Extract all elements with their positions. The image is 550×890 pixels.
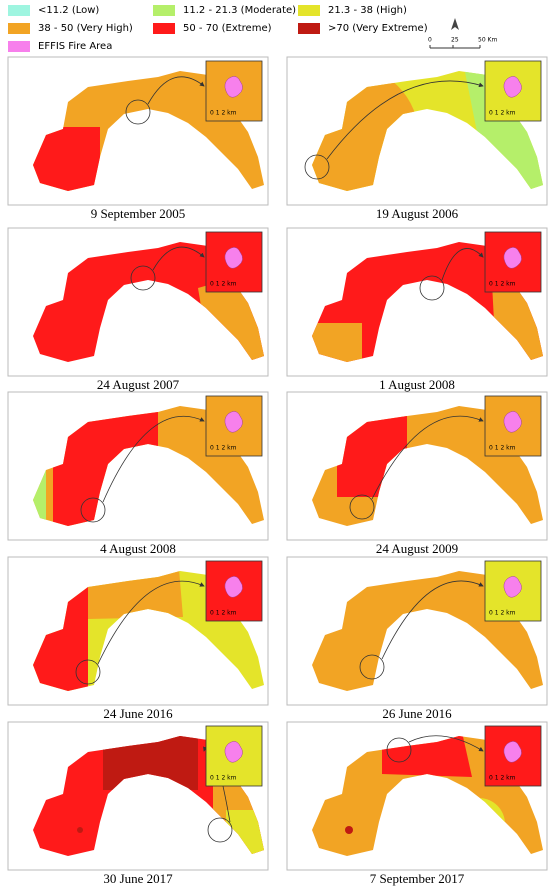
legend-label: 38 - 50 (Very High) [38, 23, 133, 34]
fire-area [224, 76, 243, 98]
fire-area [224, 411, 243, 433]
map-panel: 0 1 2 km 30 June 2017 [7, 721, 269, 886]
zone [77, 827, 83, 833]
fire-locator [304, 154, 330, 180]
map-panel: 0 1 2 km 9 September 2005 [7, 56, 269, 221]
panel-caption: 19 August 2006 [376, 206, 459, 221]
fire-area [503, 741, 522, 763]
map-panel: 0 1 2 km 24 August 2007 [7, 227, 269, 392]
inset-scale: 0 1 2 km [489, 445, 516, 452]
scale-label: 50 Km [478, 37, 497, 44]
fire-locator [80, 497, 106, 523]
leader-arrow [371, 415, 484, 500]
leader-arrow [441, 248, 484, 281]
fire-area [224, 576, 243, 598]
map-panel: 0 1 2 km 24 August 2009 [286, 391, 548, 556]
legend-label: >70 (Very Extreme) [328, 23, 428, 34]
panel-caption: 1 August 2008 [379, 377, 455, 392]
leader-arrow [152, 246, 205, 271]
fire-locator [359, 654, 385, 680]
legend-label: 21.3 - 38 (High) [328, 5, 407, 16]
inset-scale: 0 1 2 km [210, 610, 237, 617]
map-panel: 0 1 2 km 19 August 2006 [286, 56, 548, 221]
inset [205, 725, 263, 787]
panel-caption: 24 June 2016 [103, 706, 173, 721]
legend-swatch [153, 5, 175, 16]
map-panel: 0 1 2 km 7 September 2017 [286, 721, 548, 886]
fire-area [224, 741, 243, 763]
leader-arrow [102, 416, 205, 503]
leader-arrow [381, 580, 484, 660]
legend-label: <11.2 (Low) [38, 5, 99, 16]
panel-caption: 24 August 2009 [376, 541, 458, 556]
inset-scale: 0 1 2 km [210, 110, 237, 117]
leader-arrow [408, 735, 484, 752]
inset-scale: 0 1 2 km [489, 610, 516, 617]
inset-scale: 0 1 2 km [210, 775, 237, 782]
fire-locator [125, 99, 151, 125]
north-arrow [451, 18, 459, 30]
fire-locator [349, 494, 375, 520]
panel-caption: 26 June 2016 [382, 706, 452, 721]
panel-caption: 24 August 2007 [97, 377, 180, 392]
fire-locator [419, 275, 445, 301]
legend-swatch [153, 23, 175, 34]
panel-caption: 4 August 2008 [100, 541, 176, 556]
scale-label: 25 [451, 37, 459, 44]
legend-swatch [8, 5, 30, 16]
panel-caption: 7 September 2017 [370, 871, 465, 886]
legend-swatch [8, 23, 30, 34]
fire-area [503, 576, 522, 598]
leader-arrow [97, 580, 205, 665]
map-panel: 0 1 2 km 24 June 2016 [7, 556, 269, 721]
legend-swatch [8, 41, 30, 52]
fire-locator [130, 265, 156, 291]
legend-label: 50 - 70 (Extreme) [183, 23, 272, 34]
fire-area [503, 411, 522, 433]
legend-label: 11.2 - 21.3 (Moderate) [183, 5, 296, 16]
map-panel: 0 1 2 km 4 August 2008 [7, 391, 269, 556]
panel-caption: 9 September 2005 [91, 206, 186, 221]
inset-scale: 0 1 2 km [489, 775, 516, 782]
map-panel: 0 1 2 km 26 June 2016 [286, 556, 548, 721]
inset-scale: 0 1 2 km [210, 445, 237, 452]
panel-caption: 30 June 2017 [103, 871, 173, 886]
fire-area [224, 247, 243, 269]
inset-scale: 0 1 2 km [489, 281, 516, 288]
leader-arrow [147, 76, 205, 105]
inset-scale: 0 1 2 km [489, 110, 516, 117]
fire-area [503, 247, 522, 269]
fire-locator [386, 737, 412, 763]
inset-scale: 0 1 2 km [210, 281, 237, 288]
leader-arrow [326, 80, 484, 160]
legend-label: EFFIS Fire Area [38, 41, 112, 52]
fire-locator [75, 659, 101, 685]
legend-swatch [298, 23, 320, 34]
fire-locator [207, 817, 233, 843]
map-panel: 0 1 2 km 1 August 2008 [286, 227, 548, 392]
scale-label: 0 [428, 37, 432, 44]
zone [345, 826, 353, 834]
legend-swatch [298, 5, 320, 16]
fire-area [503, 76, 522, 98]
